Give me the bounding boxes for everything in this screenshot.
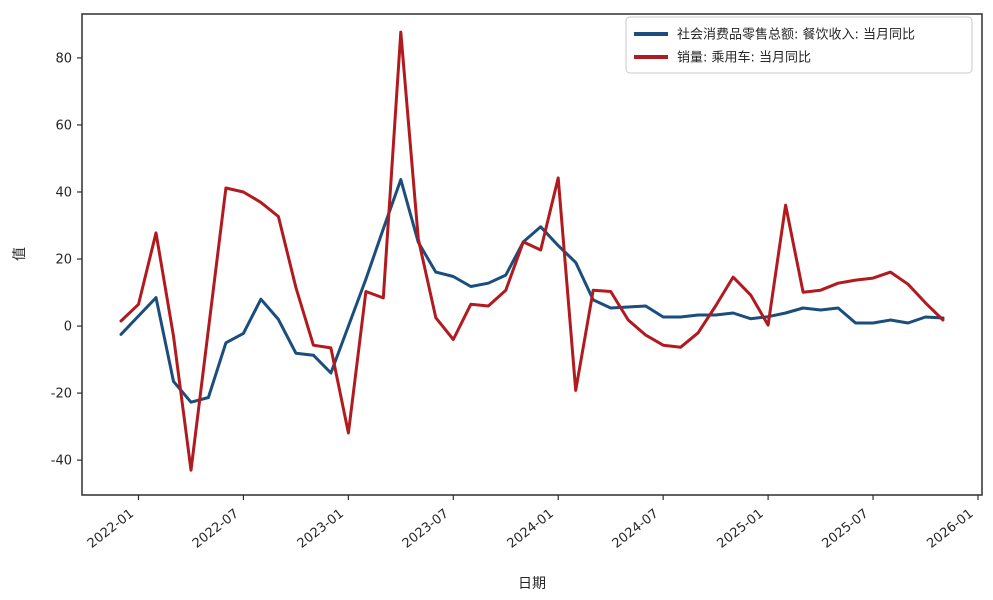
x-tick-label: 2022-07 bbox=[190, 506, 242, 551]
y-tick-label: -40 bbox=[51, 454, 72, 469]
y-tick-label: 80 bbox=[55, 51, 72, 66]
x-tick-label: 2024-07 bbox=[610, 506, 662, 551]
x-axis-label: 日期 bbox=[518, 576, 546, 592]
legend-label-passenger-car: 销量: 乘用车: 当月同比 bbox=[677, 50, 811, 66]
series-line-1 bbox=[119, 30, 945, 472]
legend-label-catering: 社会消费品零售总额: 餐饮收入: 当月同比 bbox=[677, 27, 915, 43]
y-tick-label: 60 bbox=[55, 118, 72, 133]
x-tick-label: 2024-01 bbox=[505, 506, 557, 551]
y-tick-label: 20 bbox=[55, 253, 72, 268]
y-axis-ticks: 80 60 40 20 0 -20 -40 bbox=[51, 51, 82, 469]
x-tick-label: 2026-01 bbox=[924, 506, 976, 551]
series-lines bbox=[119, 30, 945, 472]
x-axis-ticks: 2022-01 2022-07 2023-01 2023-07 2024-01 2024-… bbox=[85, 495, 979, 552]
x-tick-label: 2022-01 bbox=[85, 506, 137, 551]
y-tick-label: -20 bbox=[51, 387, 72, 402]
x-tick-label: 2025-01 bbox=[715, 506, 767, 551]
x-tick-label: 2025-07 bbox=[819, 506, 871, 551]
legend-box bbox=[625, 16, 973, 74]
x-tick-label: 2023-07 bbox=[400, 506, 452, 551]
legend: 社会消费品零售总额: 餐饮收入: 当月同比 销量: 乘用车: 当月同比 bbox=[625, 16, 973, 74]
x-tick-label: 2023-01 bbox=[295, 506, 347, 551]
y-tick-label: 40 bbox=[55, 185, 72, 200]
plot-frame bbox=[81, 13, 983, 496]
series-line-0 bbox=[119, 178, 945, 404]
y-axis-label: 值 bbox=[12, 247, 28, 261]
y-tick-label: 0 bbox=[64, 320, 72, 335]
